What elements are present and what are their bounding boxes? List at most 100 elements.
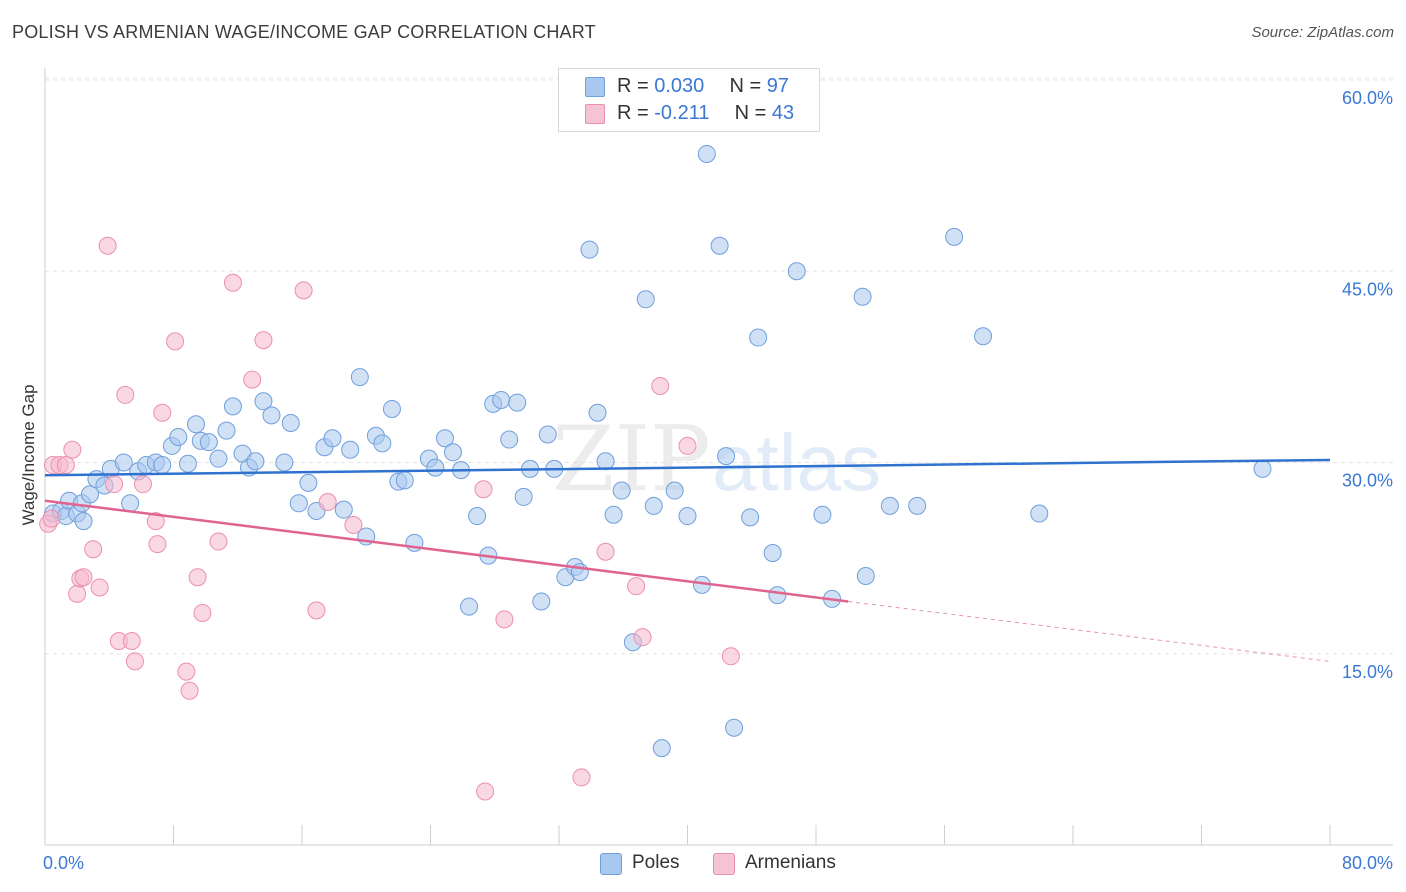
poles-point <box>644 496 663 515</box>
armenians-point <box>318 493 337 512</box>
poles-point <box>710 236 729 255</box>
armenians-point <box>651 377 670 395</box>
poles-point <box>538 425 557 444</box>
poles-point <box>1030 504 1049 523</box>
x-tick-label: 0.0% <box>43 853 84 873</box>
armenians-n-label: N = <box>734 102 772 124</box>
armenians-point <box>307 601 326 620</box>
poles-point <box>178 454 197 473</box>
poles-point <box>749 328 768 347</box>
poles-point <box>169 428 188 446</box>
poles-point <box>768 586 787 605</box>
armenians-point <box>193 603 212 622</box>
armenians-r-value: -0.211 <box>654 102 710 124</box>
poles-point <box>787 262 806 281</box>
chart-title: POLISH VS ARMENIAN WAGE/INCOME GAP CORRE… <box>12 22 596 42</box>
armenians-legend-label: Armenians <box>745 852 836 873</box>
armenians-point <box>122 632 141 650</box>
poles-trend-line <box>44 458 1331 477</box>
poles-point <box>636 290 655 309</box>
armenians-point <box>223 273 242 292</box>
gridlines <box>45 77 1393 655</box>
poles-point <box>80 485 99 504</box>
armenians-point <box>495 610 514 629</box>
armenians-point <box>209 532 228 551</box>
poles-point <box>460 597 479 616</box>
armenians-point <box>63 440 82 459</box>
poles-point <box>121 494 140 513</box>
poles-point <box>508 393 527 412</box>
armenians-point <box>166 332 185 351</box>
poles-point <box>468 507 487 526</box>
poles-point <box>588 403 607 422</box>
poles-legend-label: Poles <box>632 852 680 873</box>
poles-r-value: 0.030 <box>654 75 705 97</box>
poles-point <box>209 449 228 468</box>
poles-point <box>763 544 782 563</box>
poles-point <box>665 481 684 500</box>
armenians-point <box>125 652 144 671</box>
watermark-atlas: atlas <box>712 418 881 507</box>
poles-point <box>334 500 353 519</box>
armenians-point <box>56 456 75 475</box>
poles-point <box>974 327 993 346</box>
axes <box>44 68 1393 846</box>
poles-point <box>856 566 875 585</box>
armenians-point <box>148 535 167 554</box>
y-axis-label: Wage/Income Gap <box>19 384 38 525</box>
armenians-point <box>90 578 109 597</box>
armenians-point <box>84 540 103 559</box>
poles-point <box>246 452 265 471</box>
y-tick-label: 15.0% <box>1342 662 1393 682</box>
poles-point <box>223 397 242 416</box>
poles-point <box>514 487 533 506</box>
poles-point <box>74 512 93 531</box>
armenians-point <box>243 370 262 389</box>
poles-point <box>395 471 414 490</box>
armenians-point <box>254 331 273 350</box>
poles-point <box>341 440 360 459</box>
poles-point <box>153 456 172 475</box>
armenians-point <box>294 281 313 300</box>
armenians-legend-swatch <box>713 853 735 875</box>
armenians-point <box>180 681 199 700</box>
armenians-n-value: 43 <box>771 102 795 124</box>
armenians-point <box>42 509 61 528</box>
poles-point <box>717 447 736 466</box>
watermark: ZIP atlas <box>552 407 881 512</box>
armenians-point <box>474 480 493 499</box>
armenians-point <box>98 236 117 255</box>
armenians-trend-extension <box>848 600 1331 662</box>
armenians-point <box>572 768 591 787</box>
poles-point <box>532 592 551 611</box>
poles-point <box>908 496 927 515</box>
armenians-point <box>74 568 93 587</box>
armenians-point <box>344 515 363 534</box>
poles-point <box>217 421 236 440</box>
poles-point <box>725 718 744 737</box>
armenians-point <box>596 542 615 561</box>
poles-swatch <box>585 77 605 97</box>
poles-point <box>373 434 392 453</box>
poles-point <box>492 391 511 410</box>
poles-point <box>350 368 369 387</box>
armenians-point <box>133 475 152 494</box>
armenians-point <box>177 662 196 681</box>
poles-point <box>1253 459 1272 478</box>
armenians-point <box>116 385 135 404</box>
poles-point <box>299 473 318 492</box>
armenians-point <box>627 577 646 596</box>
poles-point <box>697 144 716 163</box>
armenians-trend-line <box>44 499 849 603</box>
poles-point <box>426 458 445 477</box>
tick-labels: 15.0% 30.0% 45.0% 60.0% 0.0% 80.0% <box>43 88 1393 873</box>
poles-point <box>443 443 462 462</box>
poles-point <box>262 406 281 425</box>
poles-point <box>114 453 133 472</box>
y-tick-label: 60.0% <box>1342 88 1393 108</box>
armenians-point <box>146 512 165 531</box>
poles-point <box>880 496 899 515</box>
poles-point <box>254 392 273 411</box>
watermark-zip: ZIP <box>552 407 711 512</box>
poles-point <box>275 453 294 472</box>
